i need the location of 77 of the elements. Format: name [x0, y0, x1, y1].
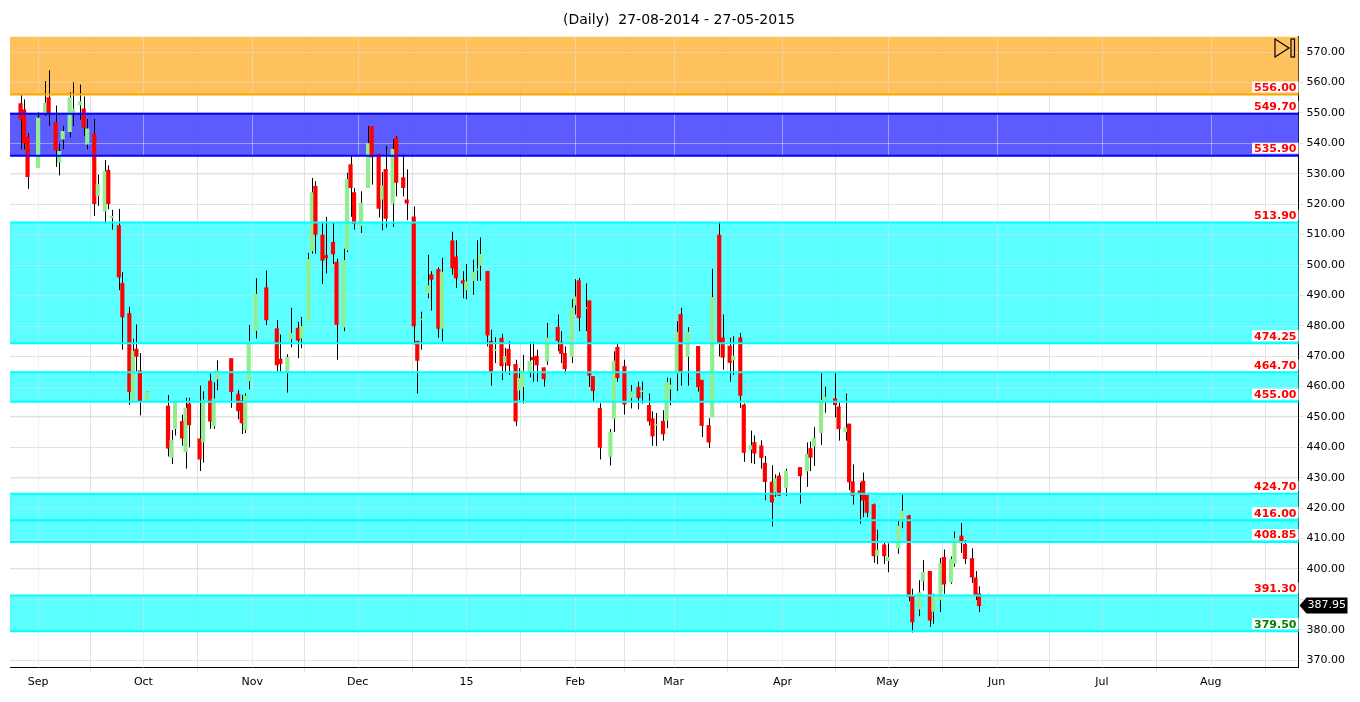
- candlestick: [95, 174, 100, 207]
- candlestick: [288, 307, 293, 348]
- candlestick: [797, 466, 803, 505]
- ref-line-label: 535.90: [1254, 142, 1297, 156]
- y-tick-label: 500.00: [1306, 257, 1346, 271]
- candlestick: [752, 434, 757, 465]
- candlestick: [636, 381, 641, 410]
- x-tick-label: Jul: [1094, 675, 1109, 689]
- candlestick: [629, 384, 634, 409]
- candlestick: [323, 216, 329, 274]
- ref-line-label: 408.85: [1254, 528, 1297, 542]
- ref-line-label: 549.70: [1254, 100, 1297, 114]
- text: 387.95: [1307, 598, 1347, 612]
- candlestick: [46, 69, 51, 127]
- candlestick: [404, 168, 409, 221]
- candlestick: [60, 125, 65, 150]
- candlestick: [380, 171, 385, 231]
- candlestick: [43, 80, 48, 117]
- x-tick-label: 15: [459, 675, 474, 689]
- x-tick-label: Apr: [772, 675, 793, 689]
- candlestick: [478, 237, 483, 282]
- candlestick: [517, 367, 522, 401]
- y-tick-label: 370.00: [1306, 653, 1346, 667]
- chart-title: (Daily) 27-08-2014 - 27-05-2015: [563, 11, 795, 28]
- y-tick-label: 480.00: [1306, 318, 1346, 332]
- ref-line-label: 391.30: [1254, 581, 1297, 595]
- candlestick: [401, 153, 406, 197]
- candlestick: [639, 381, 645, 405]
- y-tick-label: 520.00: [1306, 196, 1346, 210]
- ref-line-label: 416.00: [1254, 506, 1297, 520]
- candlestick: [727, 337, 732, 383]
- y-tick-label: 550.00: [1306, 105, 1346, 119]
- y-tick-label: 490.00: [1306, 288, 1346, 302]
- x-tick-label: Sep: [27, 675, 49, 689]
- y-tick-label: 380.00: [1306, 622, 1346, 636]
- ref-line-label: 455.00: [1254, 388, 1297, 402]
- ref-line-label: 513.90: [1254, 208, 1297, 222]
- y-tick-label: 400.00: [1306, 561, 1346, 575]
- x-tick-label: Oct: [133, 675, 154, 689]
- candlestick: [875, 529, 880, 565]
- y-tick-label: 560.00: [1306, 75, 1346, 89]
- x-tick-label: May: [876, 675, 900, 689]
- y-tick-label: 420.00: [1306, 501, 1346, 515]
- candlestick: [660, 409, 666, 442]
- x-tick-label: Jun: [986, 675, 1006, 689]
- candlestick: [885, 542, 890, 573]
- y-tick-label: 570.00: [1306, 44, 1346, 58]
- ref-line-label: 556.00: [1254, 80, 1297, 94]
- y-tick-label: 430.00: [1306, 470, 1346, 484]
- y-tick-label: 470.00: [1306, 348, 1346, 362]
- candlestick: [531, 341, 536, 383]
- x-tick-label: Mar: [663, 675, 685, 689]
- candlestick: [706, 417, 711, 449]
- y-tick-label: 460.00: [1306, 379, 1346, 393]
- candlestick: [492, 336, 497, 364]
- y-tick-label: 450.00: [1306, 409, 1346, 423]
- candlestick: [590, 375, 595, 403]
- y-tick-label: 440.00: [1306, 440, 1346, 454]
- candlestick: [527, 341, 532, 378]
- x-tick-label: Aug: [1200, 675, 1222, 689]
- candlestick: [464, 263, 469, 300]
- candlestick: [653, 412, 659, 447]
- y-tick-label: 410.00: [1306, 531, 1346, 545]
- ref-line-label: 424.70: [1254, 480, 1297, 494]
- x-tick-label: Dec: [346, 675, 369, 689]
- y-tick-label: 530.00: [1306, 166, 1346, 180]
- ref-line-label: 379.50: [1254, 617, 1297, 631]
- candlestick: [882, 541, 887, 565]
- x-tick-label: Feb: [565, 675, 586, 689]
- ref-line-label: 474.25: [1254, 329, 1297, 343]
- candlestick: [506, 340, 511, 376]
- y-tick-label: 510.00: [1306, 227, 1346, 241]
- candlestick: [78, 84, 83, 121]
- x-tick-label: Nov: [241, 675, 264, 689]
- candlestick: [783, 468, 788, 497]
- ref-line-label: 464.70: [1254, 358, 1297, 372]
- y-tick-label: 540.00: [1306, 136, 1346, 150]
